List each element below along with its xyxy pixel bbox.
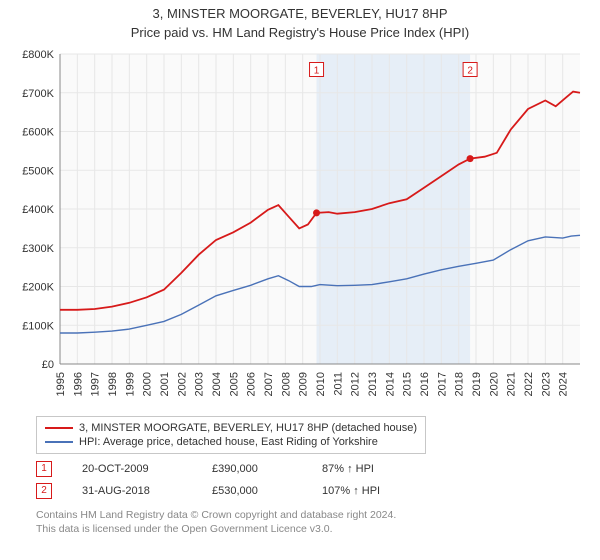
svg-text:2020: 2020 [488, 372, 500, 396]
svg-text:2019: 2019 [471, 372, 483, 396]
chart-area: £0 £100K £200K £300K £400K £500K £600K £700K £80… [6, 50, 594, 410]
svg-text:2012: 2012 [350, 372, 362, 396]
svg-text:2011: 2011 [332, 372, 344, 396]
sale-row: 2 31-AUG-2018 £530,000 107% ↑ HPI [36, 480, 594, 502]
svg-text:2009: 2009 [298, 372, 310, 396]
svg-text:2022: 2022 [523, 372, 535, 396]
sale-marker-number: 2 [41, 486, 47, 496]
svg-text:2023: 2023 [540, 372, 552, 396]
sale-marker-icon: 1 [36, 461, 52, 477]
svg-text:2000: 2000 [142, 372, 154, 396]
svg-text:2024: 2024 [558, 372, 570, 396]
footnote: Contains HM Land Registry data © Crown c… [36, 508, 594, 536]
chart-title-line2: Price paid vs. HM Land Registry's House … [6, 25, 594, 40]
svg-text:2007: 2007 [263, 372, 275, 396]
svg-text:2015: 2015 [402, 372, 414, 396]
legend-row-property: 3, MINSTER MOORGATE, BEVERLEY, HU17 8HP … [45, 421, 417, 435]
svg-text:1: 1 [314, 65, 320, 76]
svg-text:£300K: £300K [22, 243, 54, 255]
svg-text:2001: 2001 [159, 372, 171, 396]
svg-text:1999: 1999 [124, 372, 136, 396]
footnote-line1: Contains HM Land Registry data © Crown c… [36, 508, 594, 522]
svg-text:1998: 1998 [107, 372, 119, 396]
svg-text:2005: 2005 [228, 372, 240, 396]
chart-title-line1: 3, MINSTER MOORGATE, BEVERLEY, HU17 8HP [6, 6, 594, 23]
svg-text:2021: 2021 [506, 372, 518, 396]
legend-box: 3, MINSTER MOORGATE, BEVERLEY, HU17 8HP … [36, 416, 426, 454]
sale-date: 20-OCT-2009 [82, 463, 182, 475]
svg-text:1995: 1995 [55, 372, 67, 396]
svg-text:2003: 2003 [194, 372, 206, 396]
svg-text:2006: 2006 [246, 372, 258, 396]
price-chart: £0 £100K £200K £300K £400K £500K £600K £700K £80… [6, 50, 594, 410]
svg-text:£800K: £800K [22, 50, 54, 61]
svg-text:£600K: £600K [22, 126, 54, 138]
svg-text:2002: 2002 [176, 372, 188, 396]
svg-text:2018: 2018 [454, 372, 466, 396]
svg-text:1996: 1996 [72, 372, 84, 396]
svg-text:£400K: £400K [22, 204, 54, 216]
svg-text:£700K: £700K [22, 88, 54, 100]
svg-text:2014: 2014 [384, 372, 396, 396]
sale-date: 31-AUG-2018 [82, 485, 182, 497]
footnote-line2: This data is licensed under the Open Gov… [36, 522, 594, 536]
sale-marker-icon: 2 [36, 483, 52, 499]
svg-text:£500K: £500K [22, 165, 54, 177]
svg-text:2016: 2016 [419, 372, 431, 396]
svg-text:£100K: £100K [22, 320, 54, 332]
svg-text:2010: 2010 [315, 372, 327, 396]
svg-text:2: 2 [467, 65, 473, 76]
svg-text:2017: 2017 [436, 372, 448, 396]
sales-list: 1 20-OCT-2009 £390,000 87% ↑ HPI 2 31-AU… [36, 458, 594, 502]
sale-marker-number: 1 [41, 464, 47, 474]
svg-text:2013: 2013 [367, 372, 379, 396]
sale-pct: 107% ↑ HPI [322, 485, 422, 497]
legend-swatch-property [45, 427, 73, 429]
svg-text:1997: 1997 [90, 372, 102, 396]
svg-text:2008: 2008 [280, 372, 292, 396]
legend-label-hpi: HPI: Average price, detached house, East… [79, 436, 378, 448]
svg-text:2004: 2004 [211, 372, 223, 396]
legend-row-hpi: HPI: Average price, detached house, East… [45, 435, 417, 449]
svg-text:£200K: £200K [22, 281, 54, 293]
legend-swatch-hpi [45, 441, 73, 443]
legend-label-property: 3, MINSTER MOORGATE, BEVERLEY, HU17 8HP … [79, 422, 417, 434]
sale-pct: 87% ↑ HPI [322, 463, 422, 475]
sale-price: £390,000 [212, 463, 292, 475]
svg-text:£0: £0 [42, 359, 54, 371]
sale-price: £530,000 [212, 485, 292, 497]
sale-row: 1 20-OCT-2009 £390,000 87% ↑ HPI [36, 458, 594, 480]
